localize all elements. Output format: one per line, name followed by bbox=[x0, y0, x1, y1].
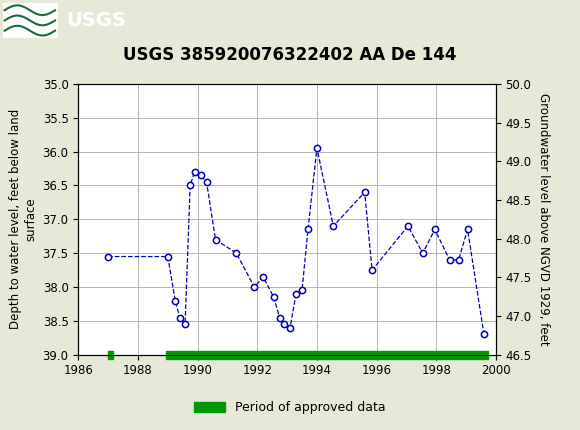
Bar bbox=[108, 351, 113, 359]
Y-axis label: Depth to water level, feet below land
surface: Depth to water level, feet below land su… bbox=[9, 109, 37, 329]
Text: USGS 385920076322402 AA De 144: USGS 385920076322402 AA De 144 bbox=[123, 46, 457, 64]
Y-axis label: Groundwater level above NGVD 1929, feet: Groundwater level above NGVD 1929, feet bbox=[537, 93, 550, 346]
Bar bbox=[3, 3, 58, 37]
Legend: Period of approved data: Period of approved data bbox=[189, 396, 391, 419]
Bar bbox=[166, 351, 488, 359]
Text: USGS: USGS bbox=[67, 11, 126, 30]
